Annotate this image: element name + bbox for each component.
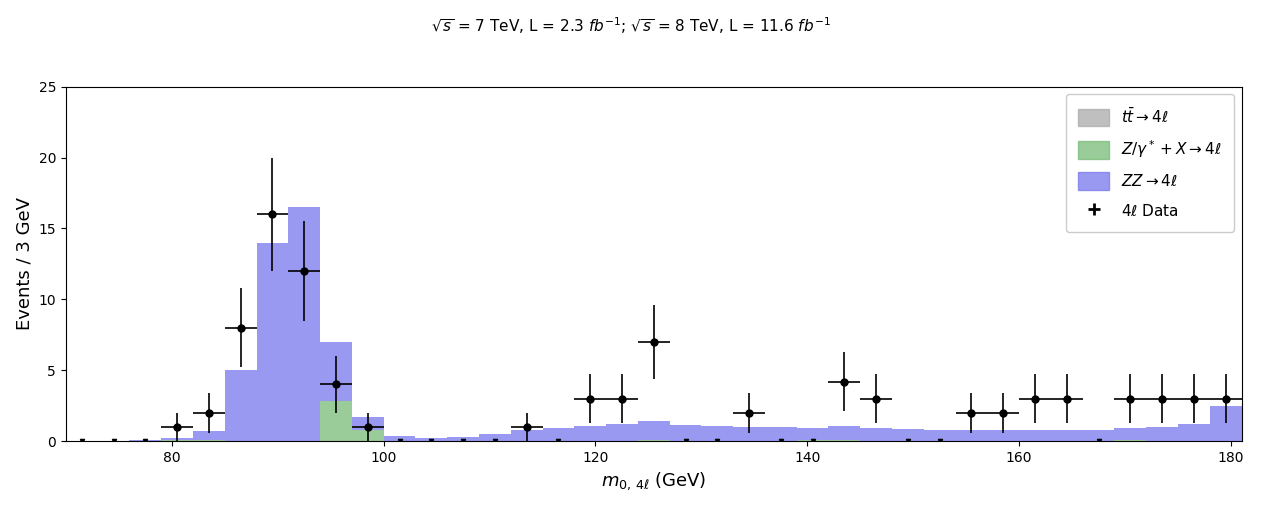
Bar [161,438,193,441]
Bar [352,417,383,430]
Bar [289,207,320,441]
Bar [797,427,828,441]
Bar [1050,430,1083,441]
Bar [828,426,860,441]
Bar [1115,427,1146,441]
Y-axis label: Events / 3 GeV: Events / 3 GeV [15,197,33,331]
Bar [1178,424,1209,441]
Text: $\sqrt{s}$ = 7 TeV, L = 2.3 $fb^{-1}$; $\sqrt{s}$ = 8 TeV, L = 11.6 $fb^{-1}$: $\sqrt{s}$ = 7 TeV, L = 2.3 $fb^{-1}$; $… [430,15,831,36]
Bar [892,429,924,441]
Bar [765,427,797,441]
Bar [733,427,765,441]
Bar [670,425,701,441]
Bar [701,426,733,441]
Bar [638,421,670,440]
Bar [193,440,224,441]
Legend: $t\bar{t}\rightarrow 4\ell$, $Z/\gamma^* + X \rightarrow 4\ell$, $ZZ \rightarrow: $t\bar{t}\rightarrow 4\ell$, $Z/\gamma^*… [1066,94,1235,232]
Bar [224,370,256,441]
Bar [320,342,352,402]
X-axis label: $m_{0,\,4\ell}$ (GeV): $m_{0,\,4\ell}$ (GeV) [601,470,706,492]
Bar [924,430,956,441]
Bar [987,430,1019,441]
Bar [1146,427,1178,441]
Bar [574,426,607,441]
Bar [511,430,542,441]
Bar [383,436,415,441]
Bar [415,438,448,441]
Bar [860,428,892,441]
Bar [956,430,987,441]
Bar [1019,430,1050,441]
Bar [542,428,574,441]
Bar [448,437,479,441]
Bar [320,402,352,441]
Bar [638,440,670,441]
Bar [479,434,511,441]
Bar [1083,430,1115,441]
Bar [256,243,289,441]
Bar [607,424,638,441]
Bar [352,430,383,441]
Bar [193,431,224,440]
Bar [1209,406,1242,441]
